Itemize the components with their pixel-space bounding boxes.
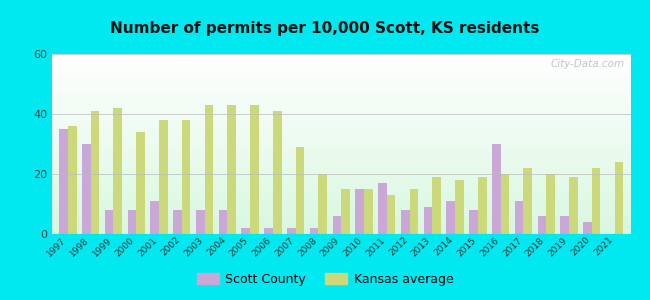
Bar: [546, 174, 555, 234]
Bar: [91, 111, 99, 234]
Bar: [196, 210, 205, 234]
Bar: [401, 210, 410, 234]
Bar: [265, 228, 273, 234]
Bar: [469, 210, 478, 234]
Bar: [318, 174, 327, 234]
Bar: [378, 183, 387, 234]
Bar: [273, 111, 281, 234]
Bar: [205, 105, 213, 234]
Bar: [333, 216, 341, 234]
Bar: [455, 180, 464, 234]
Bar: [592, 168, 601, 234]
Bar: [68, 126, 77, 234]
Legend: Scott County, Kansas average: Scott County, Kansas average: [192, 268, 458, 291]
Bar: [387, 195, 395, 234]
Bar: [105, 210, 114, 234]
Bar: [341, 189, 350, 234]
Bar: [59, 129, 68, 234]
Bar: [356, 189, 364, 234]
Bar: [614, 162, 623, 234]
Bar: [218, 210, 227, 234]
Bar: [127, 210, 136, 234]
Bar: [523, 168, 532, 234]
Text: City-Data.com: City-Data.com: [551, 59, 625, 69]
Bar: [492, 144, 500, 234]
Bar: [500, 174, 510, 234]
Bar: [310, 228, 318, 234]
Bar: [182, 120, 190, 234]
Bar: [150, 201, 159, 234]
Bar: [136, 132, 145, 234]
Bar: [410, 189, 418, 234]
Bar: [242, 228, 250, 234]
Bar: [114, 108, 122, 234]
Bar: [424, 207, 432, 234]
Bar: [538, 216, 546, 234]
Bar: [287, 228, 296, 234]
Bar: [560, 216, 569, 234]
Bar: [296, 147, 304, 234]
Bar: [515, 201, 523, 234]
Bar: [569, 177, 578, 234]
Text: Number of permits per 10,000 Scott, KS residents: Number of permits per 10,000 Scott, KS r…: [111, 21, 540, 36]
Bar: [82, 144, 91, 234]
Bar: [250, 105, 259, 234]
Bar: [478, 177, 487, 234]
Bar: [364, 189, 372, 234]
Bar: [173, 210, 182, 234]
Bar: [432, 177, 441, 234]
Bar: [227, 105, 236, 234]
Bar: [159, 120, 168, 234]
Bar: [447, 201, 455, 234]
Bar: [583, 222, 592, 234]
